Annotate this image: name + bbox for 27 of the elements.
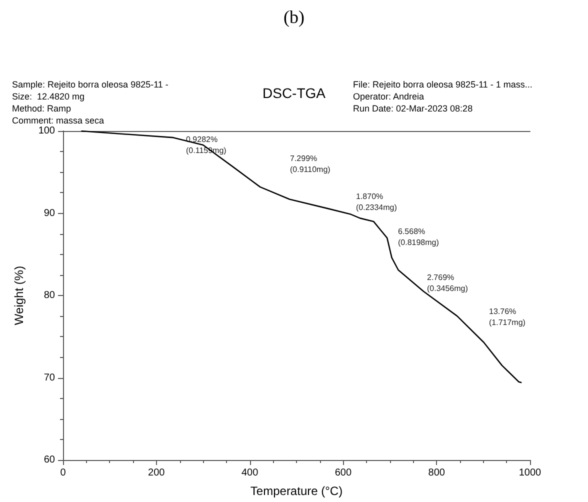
y-axis-title: Weight (%) (12, 266, 26, 326)
y-tick-label: 100 (38, 126, 56, 136)
annotation: 7.299% (0.9110mg) (290, 154, 331, 174)
text: Size: 12.4820 mg (12, 92, 85, 102)
annotation: 6.568% (0.8198mg) (398, 227, 440, 247)
y-tick-label: 60 (44, 454, 56, 466)
text: Operator: Andreia (353, 92, 424, 102)
text: Run Date: 02-Mar-2023 08:28 (353, 104, 473, 114)
y-tick-label: 70 (44, 372, 56, 384)
text: Method: Ramp (12, 104, 72, 114)
text: (b) (284, 7, 305, 27)
x-tick-label: 600 (334, 468, 352, 478)
annotation: 1.870% (0.2334mg) (356, 192, 398, 212)
x-axis-title: Temperature (°C) (250, 484, 343, 498)
x-tick-label: 200 (148, 468, 166, 478)
text: Sample: Rejeito borra oleosa 9825-11 - (12, 80, 168, 90)
text: File: Rejeito borra oleosa 9825-11 - 1 mass... (353, 80, 532, 90)
x-tick-label: 400 (241, 468, 259, 478)
y-tick-label: 80 (44, 290, 56, 301)
text: Comment: massa seca (12, 116, 104, 126)
x-tick-label: 800 (428, 468, 446, 478)
chart-title: DSC-TGA (262, 85, 326, 101)
annotation: 2.769% (0.3456mg) (427, 273, 468, 293)
x-tick-label: 1000 (518, 468, 542, 478)
x-tick-label: 0 (60, 468, 66, 478)
annotation: 13.76% (1.717mg) (489, 307, 526, 327)
y-tick-label: 90 (44, 208, 56, 219)
